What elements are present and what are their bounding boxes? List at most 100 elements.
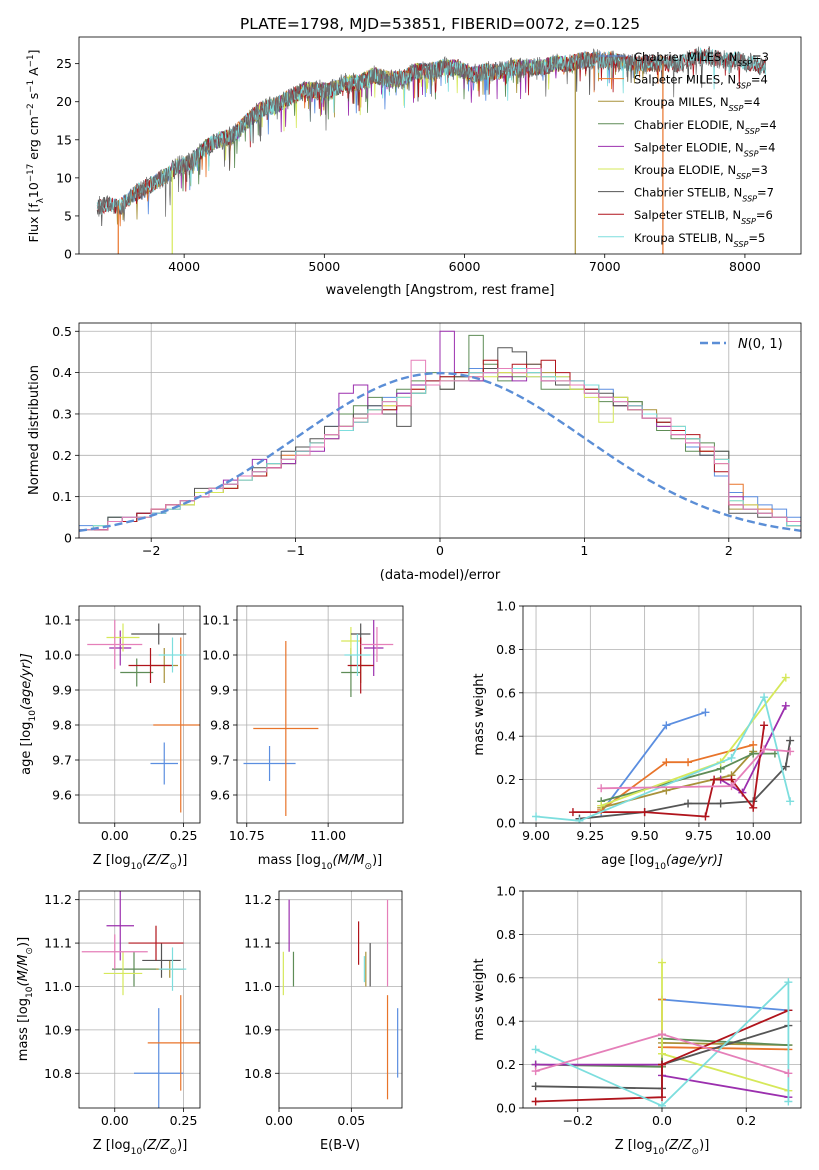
- legend-entry: Salpeter STELIB, NSSP=6: [634, 208, 773, 226]
- data-point-marker: [784, 1069, 793, 1078]
- y-tick-label: 9.9: [52, 683, 72, 698]
- massweight-vs-metallicity-panel: −0.2 0.0 0.2 0.0 0.2 0.4 0.6 0.8 1.0 Z [log10(Z/Z…: [472, 884, 802, 1157]
- data-point-marker: [575, 816, 584, 823]
- data-point-marker: [658, 1060, 666, 1069]
- x-tick-label: 9.25: [576, 828, 604, 843]
- data-point-marker: [597, 801, 606, 810]
- y-tick-label: 0: [64, 247, 72, 262]
- y-tick-label: 9.9: [210, 683, 230, 698]
- series-line: [661, 998, 789, 1012]
- y-tick-label: 9.8: [210, 718, 230, 733]
- axes-frame: [278, 890, 403, 1109]
- y-tick-label: 0.2: [52, 448, 72, 463]
- data-point-marker: [568, 808, 577, 817]
- series-line: [600, 752, 775, 803]
- y-tick-label: 0.2: [496, 1057, 516, 1072]
- y-tick-label: 1.0: [496, 884, 516, 899]
- data-point-marker: [532, 812, 541, 821]
- plot-area: [282, 899, 399, 1100]
- x-tick-label: −1: [286, 543, 304, 558]
- y-tick-label: 10.8: [44, 1066, 72, 1081]
- legend-entry: Chabrier ELODIE, NSSP=4: [634, 118, 777, 136]
- y-axis-label: mass weight: [472, 673, 487, 755]
- x-tick-label: 4000: [168, 259, 200, 274]
- data-point-marker: [658, 1049, 666, 1058]
- plot-area: [531, 958, 793, 1108]
- data-point-marker: [781, 762, 790, 771]
- y-tick-label: 11.2: [44, 892, 72, 907]
- x-tick-label: 1: [580, 543, 588, 558]
- x-axis-label: Z [log10(Z/Z⊙)]: [93, 853, 188, 872]
- y-tick-label: 11.0: [44, 979, 72, 994]
- data-point-marker: [786, 736, 795, 745]
- y-tick-label: 25: [56, 56, 72, 71]
- data-point-marker: [781, 673, 790, 682]
- axes-frame: [522, 605, 802, 824]
- normal-curve: [79, 371, 801, 532]
- y-tick-label: 1.0: [496, 599, 516, 614]
- y-tick-label: 10.1: [202, 613, 230, 628]
- legend-entry: Kroupa ELODIE, NSSP=3: [634, 163, 768, 181]
- x-axis-label: mass [log10(M/M⊙)]: [258, 853, 382, 872]
- legend: N(0, 1): [700, 337, 783, 352]
- axes-frame: [78, 890, 201, 1109]
- legend-entry: Kroupa MILES, NSSP=4: [634, 95, 760, 113]
- y-tick-label: 5: [64, 208, 72, 223]
- axes-frame: [78, 605, 201, 824]
- x-tick-label: 0.05: [337, 1113, 365, 1128]
- legend-entry: Salpeter ELODIE, NSSP=4: [634, 140, 775, 158]
- histogram-step: [79, 359, 801, 538]
- data-point-marker: [662, 758, 671, 767]
- y-axis-label: mass [log10(M/M⊙)]: [16, 937, 35, 1061]
- x-tick-label: 0.25: [170, 1113, 198, 1128]
- y-tick-label: 0.0: [496, 816, 516, 831]
- y-tick-label: 10.1: [44, 613, 72, 628]
- x-tick-label: −2: [142, 543, 160, 558]
- legend-entry: Salpeter MILES, NSSP=4: [634, 73, 768, 91]
- data-point-marker: [531, 1097, 540, 1106]
- x-tick-label: 11.00: [310, 828, 346, 843]
- massweight-vs-age-panel: 9.00 9.25 9.50 9.75 10.00 0.0 0.2 0.4 0.6 0.8 1.0 a…: [472, 599, 802, 872]
- data-point-marker: [701, 708, 710, 717]
- y-tick-label: 10.0: [202, 648, 230, 663]
- series-line: [600, 744, 754, 811]
- legend-entry: N(0, 1): [738, 337, 783, 352]
- mass-vs-metallicity-panel: 0.00 0.25 10.8 10.9 11.0 11.1 11.2 Z [log10(Z/Z…: [16, 890, 201, 1157]
- residual-histogram-panel: −2 −1 0 1 2 0 0.1 0.2 0.3 0.4 0.5 (data-model)/erro…: [27, 322, 802, 583]
- y-axis-label: Normed distribution: [27, 365, 42, 495]
- y-tick-label: 11.1: [244, 936, 272, 951]
- y-tick-label: 9.8: [52, 718, 72, 733]
- spectrum-title: PLATE=1798, MJD=53851, FIBERID=0072, z=0…: [240, 15, 640, 33]
- mass-vs-ebv-panel: 0.00 0.05 10.8 10.9 11.0 11.1 11.2 E(B-V): [244, 890, 403, 1153]
- legend-entry: Chabrier MILES, NSSP=3: [634, 50, 769, 68]
- data-point-marker: [760, 693, 769, 702]
- y-tick-label: 9.6: [210, 788, 230, 803]
- data-point-marker: [662, 721, 671, 730]
- x-tick-label: 10.75: [229, 828, 265, 843]
- y-tick-label: 0.6: [496, 970, 516, 985]
- x-tick-label: 8000: [729, 259, 761, 274]
- y-tick-label: 10.0: [44, 648, 72, 663]
- data-point-marker: [658, 1093, 666, 1102]
- x-tick-label: 9.75: [685, 828, 713, 843]
- x-axis-label: Z [log10(Z/Z⊙)]: [93, 1138, 188, 1157]
- spectrum-panel: 4000 5000 6000 7000 8000 0 5 10 15 20 25 wavelength…: [26, 36, 802, 298]
- plot-area: [87, 620, 200, 813]
- age-vs-mass-panel: 10.75 11.00 9.6 9.7 9.8 9.9 10.0 10.1 mass [log1…: [202, 605, 404, 872]
- y-tick-label: 0.0: [496, 1101, 516, 1116]
- plot-area: [81, 891, 200, 1108]
- y-tick-label: 0.4: [52, 365, 72, 380]
- x-tick-label: 0.00: [265, 1113, 293, 1128]
- y-tick-label: 0.1: [52, 489, 72, 504]
- x-tick-label: 9.00: [522, 828, 550, 843]
- series-line: [535, 1009, 789, 1103]
- y-tick-label: 0.6: [496, 685, 516, 700]
- data-point-marker: [597, 784, 606, 793]
- data-point-marker: [749, 803, 758, 812]
- y-tick-label: 0.8: [496, 927, 516, 942]
- data-point-marker: [658, 1101, 666, 1108]
- x-tick-label: 7000: [589, 259, 621, 274]
- y-tick-label: 10: [56, 170, 72, 185]
- x-tick-label: 10.00: [735, 828, 771, 843]
